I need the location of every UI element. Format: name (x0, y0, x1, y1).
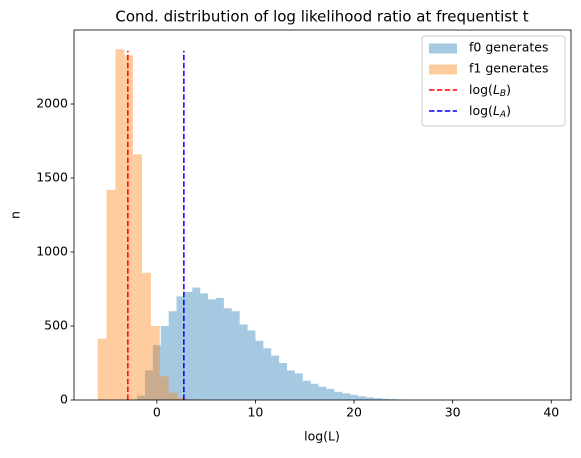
histogram-bar (358, 396, 366, 400)
histogram-bar (263, 348, 271, 400)
histogram-bar (216, 298, 224, 400)
histogram-bar (115, 49, 124, 400)
histogram-bar (169, 311, 177, 400)
histogram-bar (334, 392, 342, 400)
x-tick-label: 40 (543, 405, 559, 420)
histogram-bar (271, 356, 279, 400)
histogram-bar (124, 55, 133, 400)
histogram-bar (248, 330, 256, 400)
x-tick-label: 10 (247, 405, 263, 420)
histogram-bar (208, 299, 216, 400)
histogram-bar (255, 341, 263, 400)
chart-title: Cond. distribution of log likelihood rat… (115, 8, 528, 26)
histogram-bar (319, 387, 327, 400)
y-tick-label: 2000 (36, 96, 68, 111)
y-tick-label: 500 (44, 318, 68, 333)
histogram-bar (342, 393, 350, 400)
histogram-bar (169, 393, 178, 400)
legend-swatch (429, 65, 457, 75)
histogram-bar (184, 292, 192, 400)
histogram-bar (98, 339, 107, 400)
y-axis-label: n (8, 211, 23, 219)
histogram-bar (311, 384, 319, 400)
x-tick-label: 30 (445, 405, 461, 420)
legend-swatch (429, 44, 457, 54)
histogram-bar (133, 154, 142, 400)
histogram-bar (279, 363, 287, 400)
y-tick-label: 0 (60, 392, 68, 407)
y-tick-label: 1000 (36, 244, 68, 259)
histogram-bar (350, 395, 358, 400)
histogram-bar (151, 326, 160, 400)
legend-label: f0 generates (469, 40, 548, 55)
x-tick-label: 0 (153, 405, 161, 420)
histogram-bar (232, 311, 240, 400)
histogram-bar (326, 389, 334, 400)
histogram-bar (224, 308, 232, 400)
histogram-bar (240, 325, 248, 400)
x-tick-label: 20 (346, 405, 362, 420)
histogram-bar (287, 370, 295, 400)
histogram-bar (107, 190, 116, 400)
legend-label: f1 generates (469, 61, 548, 76)
x-axis-label: log(L) (304, 429, 340, 444)
histogram-bar (303, 381, 311, 400)
histogram-bar (200, 293, 208, 400)
histogram-bar (295, 373, 303, 400)
y-tick-label: 1500 (36, 170, 68, 185)
histogram-bar (160, 376, 169, 400)
histogram-bar (142, 273, 151, 400)
histogram-bar (192, 288, 200, 400)
